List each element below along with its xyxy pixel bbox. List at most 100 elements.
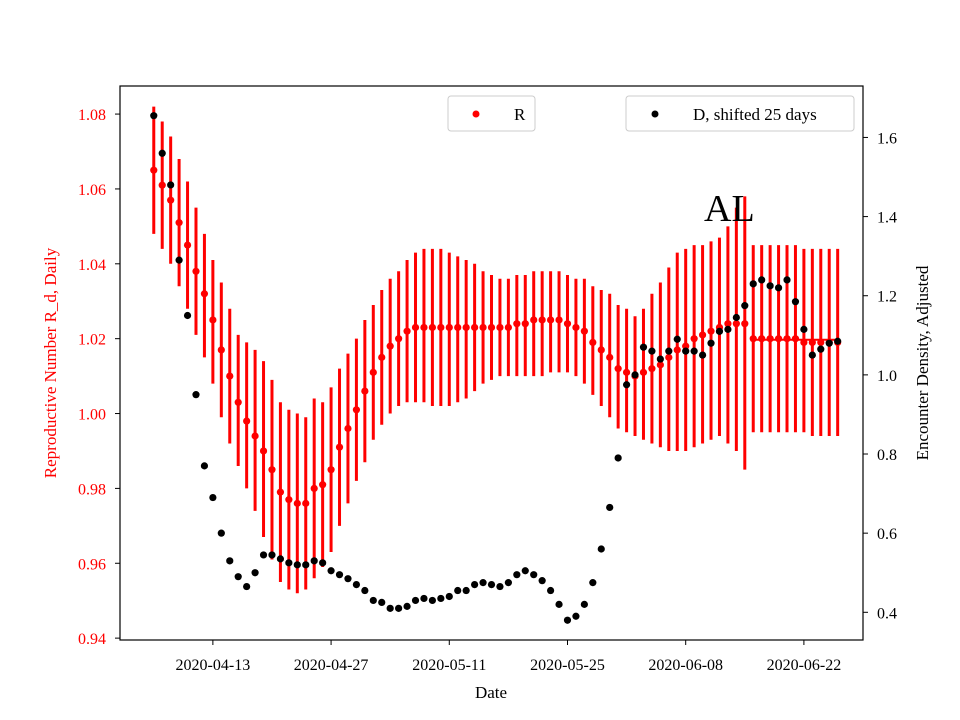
r-point bbox=[175, 219, 183, 227]
d-point bbox=[673, 335, 681, 343]
d-point bbox=[563, 616, 572, 624]
d-point bbox=[428, 596, 436, 605]
r-point bbox=[454, 323, 462, 332]
d-point bbox=[606, 503, 614, 512]
y-right-tick-label: 0.4 bbox=[877, 605, 897, 622]
d-point bbox=[437, 594, 445, 603]
r-point bbox=[547, 316, 555, 324]
r-point bbox=[243, 417, 251, 425]
d-point bbox=[285, 559, 293, 567]
r-point bbox=[690, 335, 698, 343]
d-point bbox=[774, 284, 783, 292]
d-point bbox=[791, 298, 800, 306]
d-point bbox=[175, 256, 183, 264]
d-point bbox=[682, 347, 690, 355]
d-point bbox=[732, 313, 740, 322]
r-point bbox=[226, 372, 234, 380]
d-point bbox=[825, 339, 833, 347]
d-point bbox=[758, 276, 766, 284]
r-point bbox=[335, 443, 344, 451]
r-point bbox=[395, 335, 403, 343]
d-point bbox=[538, 577, 546, 585]
region-annotation: AL bbox=[704, 188, 755, 230]
d-point bbox=[648, 347, 656, 355]
y-left-tick-label: 1.02 bbox=[78, 332, 106, 349]
r-point bbox=[209, 316, 217, 324]
x-tick-label: 2020-05-25 bbox=[530, 657, 605, 674]
y-right-tick-label: 0.6 bbox=[877, 526, 897, 543]
d-point bbox=[361, 586, 369, 595]
plot-area bbox=[150, 106, 842, 624]
r-point bbox=[285, 496, 293, 504]
r-point bbox=[572, 323, 580, 332]
d-point bbox=[471, 581, 479, 589]
d-point bbox=[547, 586, 555, 595]
d-point bbox=[268, 551, 276, 559]
r-point bbox=[302, 499, 310, 507]
r-point bbox=[682, 342, 690, 350]
legend-r-box bbox=[447, 95, 536, 132]
d-point bbox=[665, 347, 673, 355]
plot-frame bbox=[119, 85, 864, 641]
r-point bbox=[462, 323, 470, 332]
d-point bbox=[496, 582, 504, 591]
r-point bbox=[369, 368, 377, 376]
d-point bbox=[243, 582, 251, 591]
r-point bbox=[251, 432, 259, 440]
y-left-tick-label: 0.98 bbox=[78, 481, 106, 498]
r-point bbox=[411, 323, 420, 332]
d-point bbox=[192, 391, 200, 399]
r-point bbox=[589, 338, 597, 347]
y-left-tick-label: 0.94 bbox=[78, 631, 106, 648]
d-point bbox=[150, 112, 158, 120]
y-left-tick-label: 1.08 bbox=[78, 107, 106, 124]
r-point bbox=[183, 241, 192, 249]
r-point bbox=[217, 346, 225, 354]
d-point bbox=[386, 604, 394, 612]
y-right-tick-label: 1.2 bbox=[877, 289, 897, 306]
y-right-tick-label: 1.0 bbox=[877, 368, 897, 385]
d-point bbox=[327, 567, 335, 575]
r-point bbox=[521, 320, 529, 328]
d-point bbox=[707, 339, 715, 347]
r-point bbox=[580, 327, 588, 335]
d-point bbox=[580, 600, 588, 608]
r-point bbox=[724, 320, 732, 328]
r-point bbox=[167, 196, 175, 204]
r-point bbox=[445, 323, 453, 332]
y-axis-right: 0.4 0.6 0.8 1.0 1.2 1.4 1.6 bbox=[863, 130, 897, 622]
y-axis-left-title: Reproductive Number R_d, Daily bbox=[41, 247, 60, 478]
r-point bbox=[639, 368, 648, 376]
r-point bbox=[774, 335, 783, 343]
r-point bbox=[732, 320, 740, 328]
d-point bbox=[420, 594, 428, 603]
r-point bbox=[766, 335, 774, 343]
r-point bbox=[758, 335, 766, 343]
x-tick-label: 2020-06-22 bbox=[767, 657, 842, 674]
r-point bbox=[808, 338, 816, 347]
r-point bbox=[352, 406, 361, 414]
r-point bbox=[361, 387, 369, 395]
d-point bbox=[259, 551, 268, 559]
r-point bbox=[563, 320, 572, 328]
d-point bbox=[631, 371, 639, 379]
d-point bbox=[749, 280, 757, 288]
r-point bbox=[386, 342, 394, 350]
d-point bbox=[530, 571, 538, 579]
d-point bbox=[656, 355, 664, 363]
d-point bbox=[698, 351, 707, 359]
r-point bbox=[504, 323, 512, 332]
d-point bbox=[639, 343, 648, 351]
y-right-tick-label: 1.4 bbox=[877, 210, 897, 227]
d-point bbox=[808, 351, 816, 359]
y-left-tick-label: 0.96 bbox=[78, 556, 106, 573]
r-point bbox=[555, 316, 563, 324]
y-axis-left: 0.94 0.96 0.98 1.00 1.02 1.04 1.06 1.08 bbox=[78, 107, 120, 648]
r-point bbox=[344, 424, 352, 433]
d-point bbox=[369, 596, 377, 605]
d-point bbox=[741, 302, 749, 310]
d-point bbox=[167, 181, 175, 189]
d-point bbox=[335, 571, 344, 579]
r-point bbox=[496, 323, 504, 332]
d-point bbox=[479, 579, 487, 587]
